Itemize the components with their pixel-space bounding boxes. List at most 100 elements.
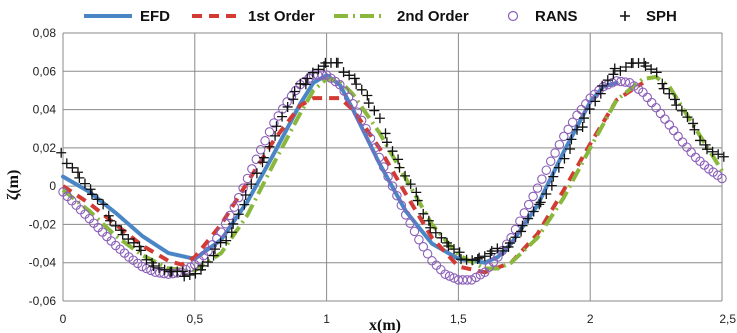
sph-point [608, 69, 619, 80]
sph-point [110, 220, 121, 231]
sph-point [449, 244, 460, 255]
sph-point [380, 128, 391, 139]
legend-item-rans: RANS [507, 8, 578, 25]
legend-label: 2nd Order [397, 8, 469, 25]
sph-point [400, 170, 411, 181]
sph-point [221, 235, 232, 246]
sph-point [98, 199, 109, 210]
legend-label: SPH [646, 8, 677, 25]
sph-point [688, 118, 699, 129]
sph-point [492, 243, 503, 254]
sph-point [700, 139, 711, 150]
rans-point [365, 133, 376, 144]
sph-point [209, 244, 220, 255]
series-rans [58, 70, 727, 285]
rans-point [501, 239, 512, 249]
rans-point [559, 131, 569, 142]
rans-point [335, 79, 345, 90]
sph-point [548, 171, 559, 182]
legend-label: 1st Order [248, 8, 315, 25]
sph-point [369, 105, 380, 116]
sph-point [363, 98, 374, 109]
rans-point [550, 148, 560, 158]
rans-point [137, 261, 147, 272]
sph-point [215, 237, 226, 248]
sph-point [154, 262, 165, 273]
sph-point [546, 180, 557, 191]
sph-point [282, 101, 293, 112]
sph-point [179, 271, 190, 282]
sph-point [405, 179, 416, 190]
sph-point [566, 134, 577, 145]
sph-point [288, 94, 299, 105]
sph-point [307, 67, 318, 78]
rans-point [418, 242, 429, 252]
legend-item-1st-order: 1st Order [192, 8, 315, 25]
sph-point [344, 70, 355, 81]
sph-point [128, 237, 139, 248]
rans-point [677, 137, 688, 147]
rans-point [444, 271, 455, 281]
sph-point [523, 213, 534, 224]
sph-point [436, 232, 447, 243]
sph-point [559, 153, 570, 164]
sph-point [411, 187, 422, 198]
sph-point [105, 215, 116, 226]
sph-point [472, 253, 483, 264]
sph-point [707, 146, 718, 157]
x-tick-label: 1,5 [450, 312, 467, 326]
legend-item-efd: EFD [84, 8, 170, 25]
rans-point [642, 92, 653, 103]
sph-point [412, 195, 423, 206]
rans-point [348, 99, 358, 109]
sph-point [349, 73, 360, 84]
sph-point [620, 62, 631, 73]
sph-point [300, 79, 311, 90]
rans-point [532, 183, 543, 193]
rans-point [374, 152, 385, 163]
sph-point [61, 158, 72, 169]
sph-point [159, 264, 170, 275]
rans-point [361, 123, 371, 134]
sph-point [228, 218, 239, 229]
sph-point [486, 246, 497, 257]
sph-point [516, 226, 527, 237]
rans-point [651, 102, 661, 113]
sph-point [467, 255, 478, 266]
sph-point [534, 199, 545, 210]
sph-point [302, 73, 313, 84]
sph-point [454, 247, 465, 258]
y-tick-label: 0,04 [33, 103, 57, 117]
rans-point [251, 154, 262, 165]
sph-point [577, 122, 588, 133]
sph-point [92, 194, 103, 205]
sph-point [657, 78, 668, 89]
legend-swatch [620, 11, 630, 21]
rans-point [317, 70, 327, 80]
rans-point [387, 181, 398, 191]
rans-point [449, 273, 459, 283]
sph-point [116, 225, 127, 236]
sph-point [387, 146, 398, 157]
rans-point [409, 226, 420, 237]
rans-point [396, 200, 407, 211]
sph-point [74, 172, 85, 183]
rans-point [519, 208, 530, 218]
sph-point [504, 238, 515, 249]
sph-point [443, 241, 454, 251]
sph-point [609, 63, 620, 74]
sph-point [374, 113, 385, 124]
sph-point [85, 184, 96, 195]
sph-point [184, 270, 195, 281]
sph-point [103, 210, 114, 221]
sph-point [597, 80, 608, 91]
sph-point [695, 135, 706, 146]
sph-point [202, 257, 213, 268]
series-efd [61, 73, 619, 265]
rans-point [269, 118, 279, 128]
x-axis-title: x(m) [369, 317, 401, 333]
sph-point [233, 209, 244, 220]
sph-point [682, 112, 693, 123]
y-tick-label: -0,06 [29, 294, 57, 308]
rans-point [462, 275, 472, 285]
